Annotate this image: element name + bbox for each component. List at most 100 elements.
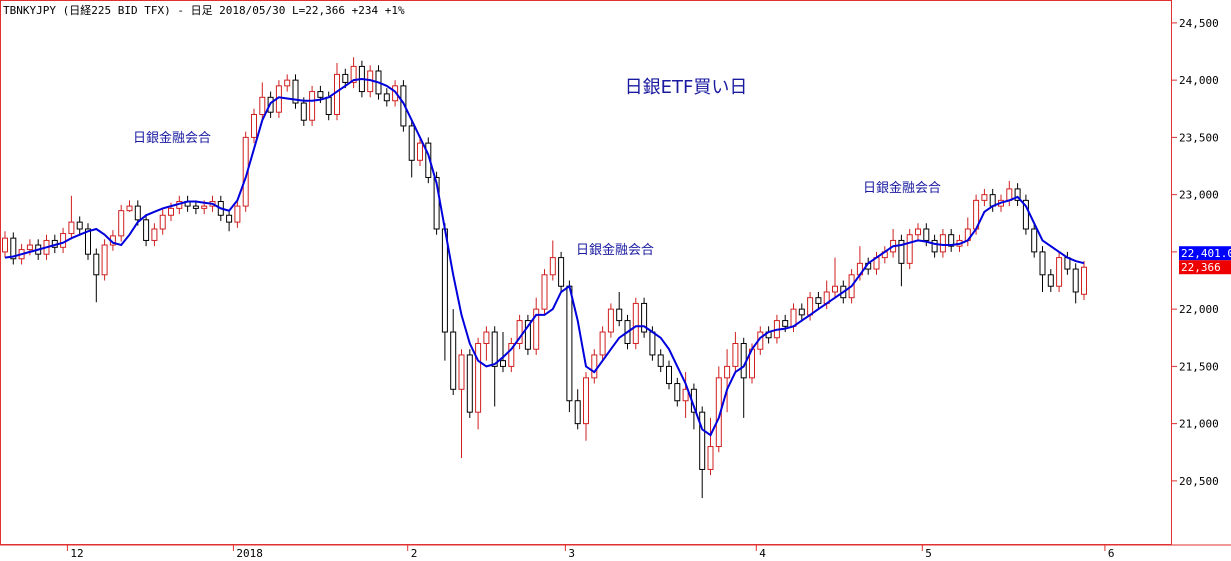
y-tick-label: 23,000	[1179, 189, 1219, 202]
candle-body	[458, 354, 465, 390]
candle-body	[1039, 251, 1046, 276]
candle-body	[1081, 266, 1087, 295]
candle-body	[724, 365, 731, 379]
x-tick-label: 4	[759, 547, 766, 560]
candle-body	[483, 331, 490, 344]
x-tick-label: 12	[70, 547, 83, 560]
candle-body	[10, 237, 17, 260]
candle-body	[666, 365, 672, 385]
candle-body	[417, 142, 423, 161]
candle-body	[599, 331, 606, 356]
candle-body	[699, 411, 706, 470]
candle-body	[334, 73, 340, 115]
y-tick-label: 21,500	[1179, 360, 1219, 373]
candle-body	[500, 360, 506, 367]
candle-body	[807, 297, 814, 316]
annotation: 日銀金融会合	[133, 130, 211, 146]
candle-body	[915, 228, 921, 236]
candle-body	[159, 214, 166, 230]
candle-body	[475, 342, 482, 413]
candle-body	[118, 210, 125, 237]
candle-body	[143, 219, 150, 241]
candle-body	[300, 102, 307, 121]
candle-body	[234, 205, 241, 223]
candle-body	[790, 308, 797, 327]
candle-body	[948, 234, 955, 247]
candle-body	[433, 176, 440, 230]
plot-frame	[0, 0, 1172, 545]
candle-body	[408, 125, 415, 161]
candle-body	[251, 113, 257, 138]
candle-body	[574, 400, 581, 425]
candle-body	[201, 205, 208, 209]
candle-body	[2, 237, 8, 253]
candle-body	[450, 331, 457, 390]
candle-body	[85, 228, 91, 255]
candle-body	[591, 354, 598, 379]
chart-title: TBNKYJPY (日経225 BID TFX) - 日足 2018/05/30…	[3, 4, 405, 17]
x-tick-label: 2	[411, 547, 418, 560]
annotation: 日銀金融会合	[576, 242, 654, 258]
candle-body	[292, 79, 299, 104]
candle-body	[632, 302, 639, 344]
candle-body	[309, 91, 316, 121]
last-value-box	[1179, 260, 1231, 275]
candle-body	[558, 257, 565, 287]
candle-body	[906, 234, 913, 264]
last-value-label: 22,401.0	[1181, 247, 1231, 260]
candle-body	[1014, 188, 1021, 201]
annotation: 日銀ETF買い日	[625, 77, 748, 98]
candle-body	[649, 331, 656, 356]
candle-body	[1047, 274, 1054, 287]
candle-body	[284, 79, 291, 87]
candle-body	[259, 96, 266, 115]
candle-body	[317, 91, 324, 98]
candle-body	[583, 377, 589, 425]
candle-body	[26, 244, 33, 251]
candle-body	[516, 320, 523, 344]
candle-body	[616, 308, 623, 322]
candle-body	[151, 228, 158, 241]
candle-body	[541, 274, 548, 310]
candle-body	[134, 205, 141, 221]
last-value-box	[1179, 246, 1231, 261]
y-tick-label: 23,500	[1179, 131, 1219, 144]
candle-body	[491, 331, 498, 367]
candle-body	[832, 285, 838, 293]
candle-body	[533, 308, 540, 350]
y-tick-label: 21,000	[1179, 418, 1219, 431]
candle-body	[1031, 228, 1038, 253]
candle-body	[126, 205, 133, 212]
candle-body	[192, 205, 199, 209]
x-tick-label: 3	[568, 547, 575, 560]
y-tick-label: 22,000	[1179, 303, 1219, 316]
candle-body	[466, 354, 473, 413]
candle-body	[657, 354, 664, 367]
candle-body	[682, 388, 689, 402]
candle-body	[641, 302, 648, 333]
candle-body	[981, 194, 988, 201]
x-tick-label: 5	[925, 547, 932, 560]
candle-body	[798, 308, 805, 316]
candle-body	[508, 342, 515, 367]
candle-body	[566, 285, 573, 402]
x-tick-label: 6	[1108, 547, 1115, 560]
candle-body	[93, 253, 100, 276]
candle-body	[168, 207, 174, 216]
moving-average	[4, 77, 1085, 437]
candle-body	[68, 221, 75, 235]
candle-body	[939, 234, 946, 253]
candle-body	[923, 228, 930, 241]
candle-body	[76, 221, 83, 230]
candle-body	[607, 308, 614, 333]
candle-body	[707, 446, 714, 470]
y-tick-label: 24,000	[1179, 74, 1219, 87]
candle-body	[441, 228, 448, 333]
candle-body	[782, 320, 789, 327]
candle-body	[342, 73, 349, 83]
candle-body	[60, 233, 67, 248]
candle-body	[383, 93, 390, 102]
y-tick-label: 24,500	[1179, 17, 1219, 30]
candle-body	[898, 239, 905, 264]
y-tick-label: 20,500	[1179, 475, 1219, 488]
